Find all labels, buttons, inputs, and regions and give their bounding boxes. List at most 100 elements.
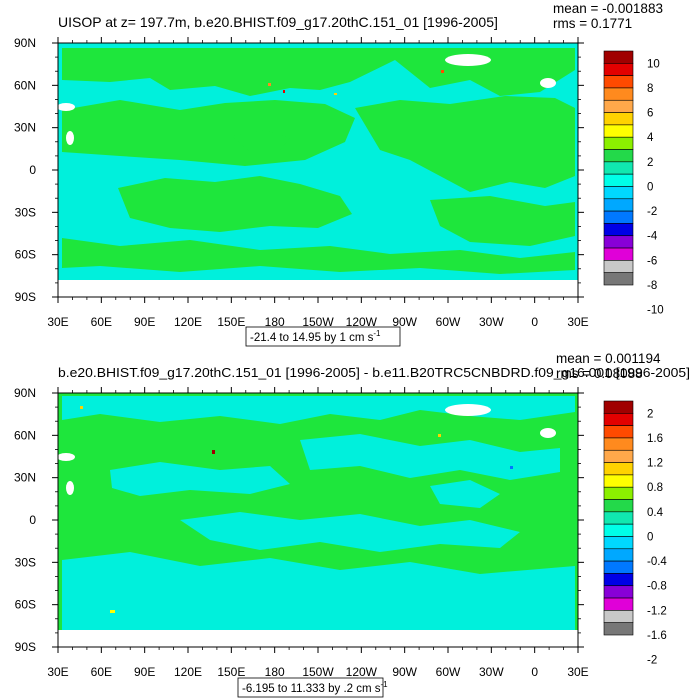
x-tick-label: 120W	[346, 665, 378, 679]
colorbar-swatch	[603, 585, 634, 599]
x-tick-label: 30E	[567, 315, 588, 329]
y-tick-labels: 90N 60N 30N 0 30S 60S 90S	[14, 386, 36, 654]
colorbar-swatch	[603, 87, 634, 101]
colorbar-swatch	[603, 536, 634, 550]
x-tick-label: 60E	[91, 665, 112, 679]
colorbar-swatch	[603, 413, 634, 426]
colorbar-label: -0.8	[647, 581, 667, 593]
colorbar-label: -2	[647, 655, 657, 667]
panel-bottom: mean = 0.001194 rms = 0.08088 b.e20.BHIS…	[14, 351, 690, 698]
range-unit-exponent: -1	[381, 680, 389, 689]
anomaly-speck	[441, 70, 444, 73]
colorbar-label: 2	[647, 408, 653, 420]
range-label: -21.4 to 14.95 by 1 cm s-1	[250, 329, 381, 344]
colorbar-swatch	[603, 610, 634, 623]
colorbar-swatch	[603, 186, 634, 200]
x-tick-label: 150E	[217, 315, 245, 329]
colorbar-swatch	[603, 99, 634, 113]
x-tick-label: 30E	[567, 665, 588, 679]
map-field	[58, 393, 578, 647]
colorbar: 10 8 6 4 2 0 -2 -4 -6 -8 -10	[603, 50, 664, 317]
colorbar-swatch	[603, 437, 634, 451]
colorbar-swatch	[603, 573, 634, 587]
y-tick-label: 60N	[14, 428, 36, 442]
rms-label: rms = 0.08088	[556, 366, 643, 381]
land-patch	[540, 78, 556, 88]
colorbar-swatch	[603, 560, 634, 574]
colorbar-swatch	[603, 486, 634, 500]
y-tick-label: 90N	[14, 36, 36, 50]
x-tick-label: 150E	[217, 665, 245, 679]
x-tick-label: 0	[531, 315, 538, 329]
colorbar-swatch	[603, 63, 634, 76]
anomaly-speck	[334, 93, 337, 95]
land-patch	[66, 481, 74, 495]
x-tick-label: 120E	[174, 315, 202, 329]
x-tick-label: 60E	[91, 315, 112, 329]
ocean-green-region	[430, 196, 575, 246]
range-box: -6.195 to 11.333 by .2 cm s-1	[237, 677, 388, 698]
colorbar-label: -4	[647, 231, 658, 243]
ocean-cyan-region	[300, 434, 560, 480]
y-tick-label: 60S	[15, 248, 36, 262]
x-tick-labels: 30E 60E 90E 120E 150E 180 150W 120W 90W 60W 30W 0 30…	[47, 315, 588, 329]
colorbar-swatch	[603, 548, 634, 562]
colorbar-swatch	[603, 272, 634, 286]
x-tick-label: 60W	[436, 315, 461, 329]
x-tick-label: 120E	[174, 665, 202, 679]
y-tick-label: 30N	[14, 471, 36, 485]
colorbar-label: 1.2	[647, 458, 663, 470]
y-tick-label: 30S	[15, 205, 36, 219]
colorbar-label: 6	[647, 108, 653, 120]
anomaly-speck	[80, 406, 83, 409]
ocean-cyan-region	[180, 512, 520, 552]
colorbar-swatch	[603, 449, 634, 463]
x-tick-labels: 30E 60E 90E 120E 150E 180 150W 120W 90W 60W 30W 0 30…	[47, 665, 588, 679]
ocean-green-region	[355, 96, 575, 192]
colorbar-swatch	[603, 223, 634, 237]
y-tick-label: 90S	[15, 640, 36, 654]
x-tick-label: 30E	[47, 665, 68, 679]
x-tick-label: 90W	[392, 315, 417, 329]
colorbar-swatch	[603, 597, 634, 611]
greenland-land	[445, 404, 491, 416]
ticks	[52, 387, 584, 653]
colorbar-swatch	[603, 124, 634, 138]
colorbar-label: -1.2	[647, 605, 667, 617]
colorbar-swatch	[603, 523, 634, 537]
y-tick-label: 30N	[14, 121, 36, 135]
colorbar-swatch	[603, 161, 634, 175]
x-tick-label: 150W	[302, 665, 334, 679]
range-label: -6.195 to 11.333 by .2 cm s-1	[242, 680, 388, 695]
y-tick-label: 30S	[15, 555, 36, 569]
ocean-green-region	[62, 238, 575, 274]
anomaly-speck	[110, 610, 115, 613]
y-tick-label: 90N	[14, 386, 36, 400]
anomaly-speck	[438, 434, 441, 437]
anomaly-speck	[510, 466, 513, 469]
y-tick-label: 60S	[15, 598, 36, 612]
colorbar-swatch	[603, 260, 634, 273]
antarctic-land	[58, 280, 578, 297]
colorbar-swatch	[603, 462, 634, 476]
x-tick-label: 60W	[436, 665, 461, 679]
colorbar-label: -0.4	[647, 556, 667, 568]
colorbar-swatch	[603, 136, 634, 150]
x-tick-label: 30W	[479, 665, 504, 679]
map-field	[58, 43, 578, 297]
land-patch	[58, 103, 75, 111]
ocean-cyan-region	[62, 396, 575, 424]
y-tick-label: 90S	[15, 290, 36, 304]
colorbar-swatch	[603, 235, 634, 249]
x-tick-label: 30E	[47, 315, 68, 329]
colorbar-swatch	[603, 499, 634, 513]
colorbar-swatch	[603, 198, 634, 212]
colorbar-swatch	[603, 173, 634, 187]
colorbar-label: 0	[647, 531, 653, 543]
anomaly-speck	[268, 83, 271, 86]
colorbar-swatch	[603, 210, 634, 224]
colorbar-label: -6	[647, 255, 657, 267]
colorbar-swatch	[603, 511, 634, 525]
anomaly-speck	[212, 450, 215, 454]
colorbar-label: 2	[647, 157, 653, 169]
